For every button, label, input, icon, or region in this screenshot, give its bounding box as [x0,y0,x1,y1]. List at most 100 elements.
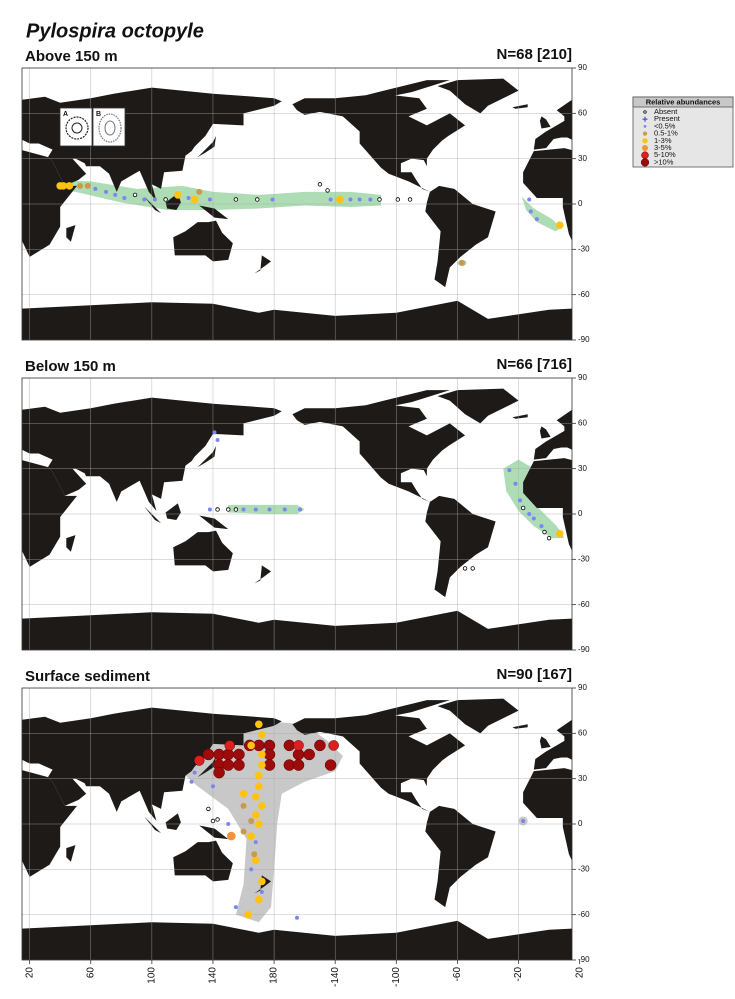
sample-point [122,195,127,200]
y-tick-label: 60 [578,108,587,117]
legend-label: 5-10% [654,150,676,159]
sample-point [174,191,182,199]
x-tick-label: 20 [24,967,35,979]
sample-point [324,759,337,771]
legend-header [632,96,734,108]
absent-point [215,507,220,512]
sample-point [247,741,255,750]
absent-point [163,197,168,202]
sample-point [251,811,260,819]
x-tick-label: -140 [330,967,341,987]
figure-title: Pylospira octopyle [26,20,204,42]
sample-point [518,498,523,503]
sample-point [196,188,203,195]
panel-label: Above 150 m [25,48,118,65]
absent-point [643,110,647,114]
sample-point [222,759,234,771]
sample-point [104,189,109,194]
sample-count: N=90 [167] [497,666,572,683]
sample-point [227,831,236,841]
x-tick-label: 20 [574,967,585,979]
absent-point [542,529,547,535]
sample-point [142,197,147,202]
y-tick-label: -30 [578,244,590,253]
sample-point [77,182,84,189]
y-tick-label: 60 [578,728,587,737]
sample-point [283,739,296,752]
y-tick-label: 30 [578,464,587,473]
y-tick-label: 60 [578,418,587,427]
sample-point [555,529,564,538]
absent-point [325,188,330,193]
sample-point [348,197,353,202]
sample-point [244,910,252,919]
x-tick-label: 180 [269,967,280,984]
present-point [642,116,648,122]
sample-point [335,195,344,204]
absent-point [233,197,239,202]
sample-point [641,144,649,152]
sample-point [642,138,648,144]
x-tick-label: 60 [85,967,96,979]
sample-point [192,770,197,775]
sample-point [186,195,191,200]
absent-point [215,817,220,822]
map-panel [22,688,572,960]
sample-point [189,779,194,784]
legend-label: 1-3% [654,136,672,145]
y-tick-label: -60 [578,600,590,609]
sample-point [249,867,254,872]
sample-point [241,507,246,512]
sample-point [258,731,266,739]
legend-label: >10% [654,157,674,166]
absent-point [462,566,468,571]
sample-point [258,750,266,759]
sample-point [521,818,526,823]
sample-point [253,840,258,845]
absent-point [407,197,413,202]
absent-point [210,818,216,824]
sample-point [527,197,532,202]
sample-point [314,739,326,752]
sample-point [555,221,564,229]
inset-label: B [96,111,101,118]
sample-point [239,789,248,798]
legend-label: 3-5% [654,143,672,152]
y-tick-label: -60 [578,910,590,919]
sample-point [368,197,373,202]
sample-point [251,856,260,865]
sample-point [293,740,304,751]
sample-point [193,755,205,766]
legend-box [632,96,734,168]
sample-point [226,822,231,826]
y-tick-label: -90 [578,955,590,964]
sample-point [259,890,264,894]
sample-point [248,817,255,824]
sample-point [210,784,215,789]
legend-title: Relative abundances [646,97,721,106]
absent-point [132,192,138,198]
sample-point [295,915,299,920]
y-tick-label: -90 [578,645,590,654]
sample-point [534,217,539,222]
sample-point [270,197,275,202]
sample-point [255,895,263,904]
sample-point [528,209,533,214]
sample-point [642,131,648,136]
x-tick-label: 140 [208,967,219,984]
sample-point [213,766,225,779]
y-tick-label: 90 [578,63,587,72]
y-tick-label: 0 [578,819,583,828]
sample-point [247,832,255,840]
sample-point [93,186,98,191]
absent-point [317,182,323,187]
absent-point [546,535,552,541]
sample-point [113,192,118,197]
map-panel [22,378,572,650]
sample-point [328,740,339,751]
y-tick-label: 30 [578,774,587,783]
sample-point [527,512,532,516]
sample-point [292,759,305,771]
inset-label: A [63,111,68,118]
